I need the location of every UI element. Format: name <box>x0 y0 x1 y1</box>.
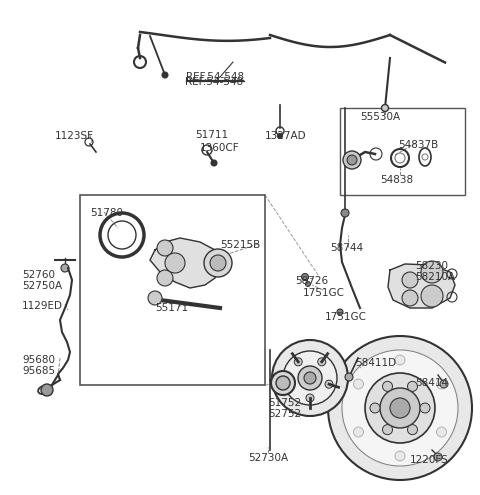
Circle shape <box>408 381 418 392</box>
Circle shape <box>440 380 448 388</box>
Text: 52730A: 52730A <box>248 453 288 463</box>
Circle shape <box>337 309 343 315</box>
Text: 55171: 55171 <box>155 303 188 313</box>
Circle shape <box>434 453 442 461</box>
Circle shape <box>148 291 162 305</box>
Text: 55530A: 55530A <box>360 112 400 122</box>
Text: 1129ED: 1129ED <box>22 301 63 311</box>
Circle shape <box>271 371 295 395</box>
Circle shape <box>210 255 226 271</box>
Circle shape <box>353 427 363 437</box>
Circle shape <box>328 336 472 480</box>
Circle shape <box>395 451 405 461</box>
Circle shape <box>325 380 333 388</box>
Text: 95680: 95680 <box>22 355 55 365</box>
Circle shape <box>347 155 357 165</box>
Circle shape <box>365 373 435 443</box>
Bar <box>80 195 265 385</box>
Circle shape <box>342 350 458 466</box>
Circle shape <box>345 373 353 381</box>
Circle shape <box>157 270 173 286</box>
Circle shape <box>383 381 393 392</box>
Text: 54838: 54838 <box>380 175 413 185</box>
Circle shape <box>402 272 418 288</box>
Circle shape <box>343 151 361 169</box>
Text: 52752: 52752 <box>268 409 301 419</box>
Text: 58414: 58414 <box>415 378 448 388</box>
Circle shape <box>437 427 446 437</box>
Circle shape <box>408 425 418 435</box>
Circle shape <box>318 358 326 366</box>
Text: 51780: 51780 <box>90 208 123 218</box>
Text: 1220FS: 1220FS <box>410 455 449 465</box>
Circle shape <box>283 351 337 405</box>
Circle shape <box>301 274 309 281</box>
Text: 55215B: 55215B <box>220 240 260 250</box>
Circle shape <box>402 290 418 306</box>
Circle shape <box>437 379 446 389</box>
Circle shape <box>294 358 302 366</box>
Circle shape <box>61 264 69 272</box>
Text: 58210A: 58210A <box>415 272 455 282</box>
Circle shape <box>383 425 393 435</box>
Circle shape <box>287 380 295 388</box>
Polygon shape <box>388 264 455 308</box>
Circle shape <box>277 134 283 139</box>
Text: 95685: 95685 <box>22 366 55 376</box>
Text: 51711: 51711 <box>195 130 228 140</box>
Text: 58411D: 58411D <box>355 358 396 368</box>
Text: 58744: 58744 <box>330 243 363 253</box>
Text: REF.54-548: REF.54-548 <box>186 72 244 82</box>
Circle shape <box>276 376 290 390</box>
Text: 58230: 58230 <box>415 261 448 271</box>
Polygon shape <box>150 238 220 288</box>
Circle shape <box>421 285 443 307</box>
Circle shape <box>298 366 322 390</box>
Circle shape <box>370 403 380 413</box>
Text: REF.54-548: REF.54-548 <box>185 77 243 87</box>
Circle shape <box>382 104 388 111</box>
Circle shape <box>420 403 430 413</box>
Bar <box>340 108 465 195</box>
Circle shape <box>41 384 53 396</box>
Circle shape <box>204 249 232 277</box>
Circle shape <box>272 340 348 416</box>
Circle shape <box>421 261 443 283</box>
Circle shape <box>305 282 311 287</box>
Circle shape <box>157 240 173 256</box>
Text: 1751GC: 1751GC <box>325 312 367 322</box>
Text: 51752: 51752 <box>268 398 301 408</box>
Circle shape <box>162 72 168 78</box>
Text: 52760: 52760 <box>22 270 55 280</box>
Circle shape <box>304 372 316 384</box>
Circle shape <box>341 209 349 217</box>
Text: 54837B: 54837B <box>398 140 438 150</box>
Circle shape <box>306 394 314 402</box>
Text: 1360CF: 1360CF <box>200 143 240 153</box>
Circle shape <box>395 355 405 365</box>
Text: 1123SF: 1123SF <box>55 131 94 141</box>
Circle shape <box>211 160 217 166</box>
Circle shape <box>380 388 420 428</box>
Text: 1751GC: 1751GC <box>303 288 345 298</box>
Circle shape <box>353 379 363 389</box>
Text: 1327AD: 1327AD <box>265 131 307 141</box>
Text: 52750A: 52750A <box>22 281 62 291</box>
Circle shape <box>390 398 410 418</box>
Text: 58726: 58726 <box>295 276 328 286</box>
Circle shape <box>165 253 185 273</box>
